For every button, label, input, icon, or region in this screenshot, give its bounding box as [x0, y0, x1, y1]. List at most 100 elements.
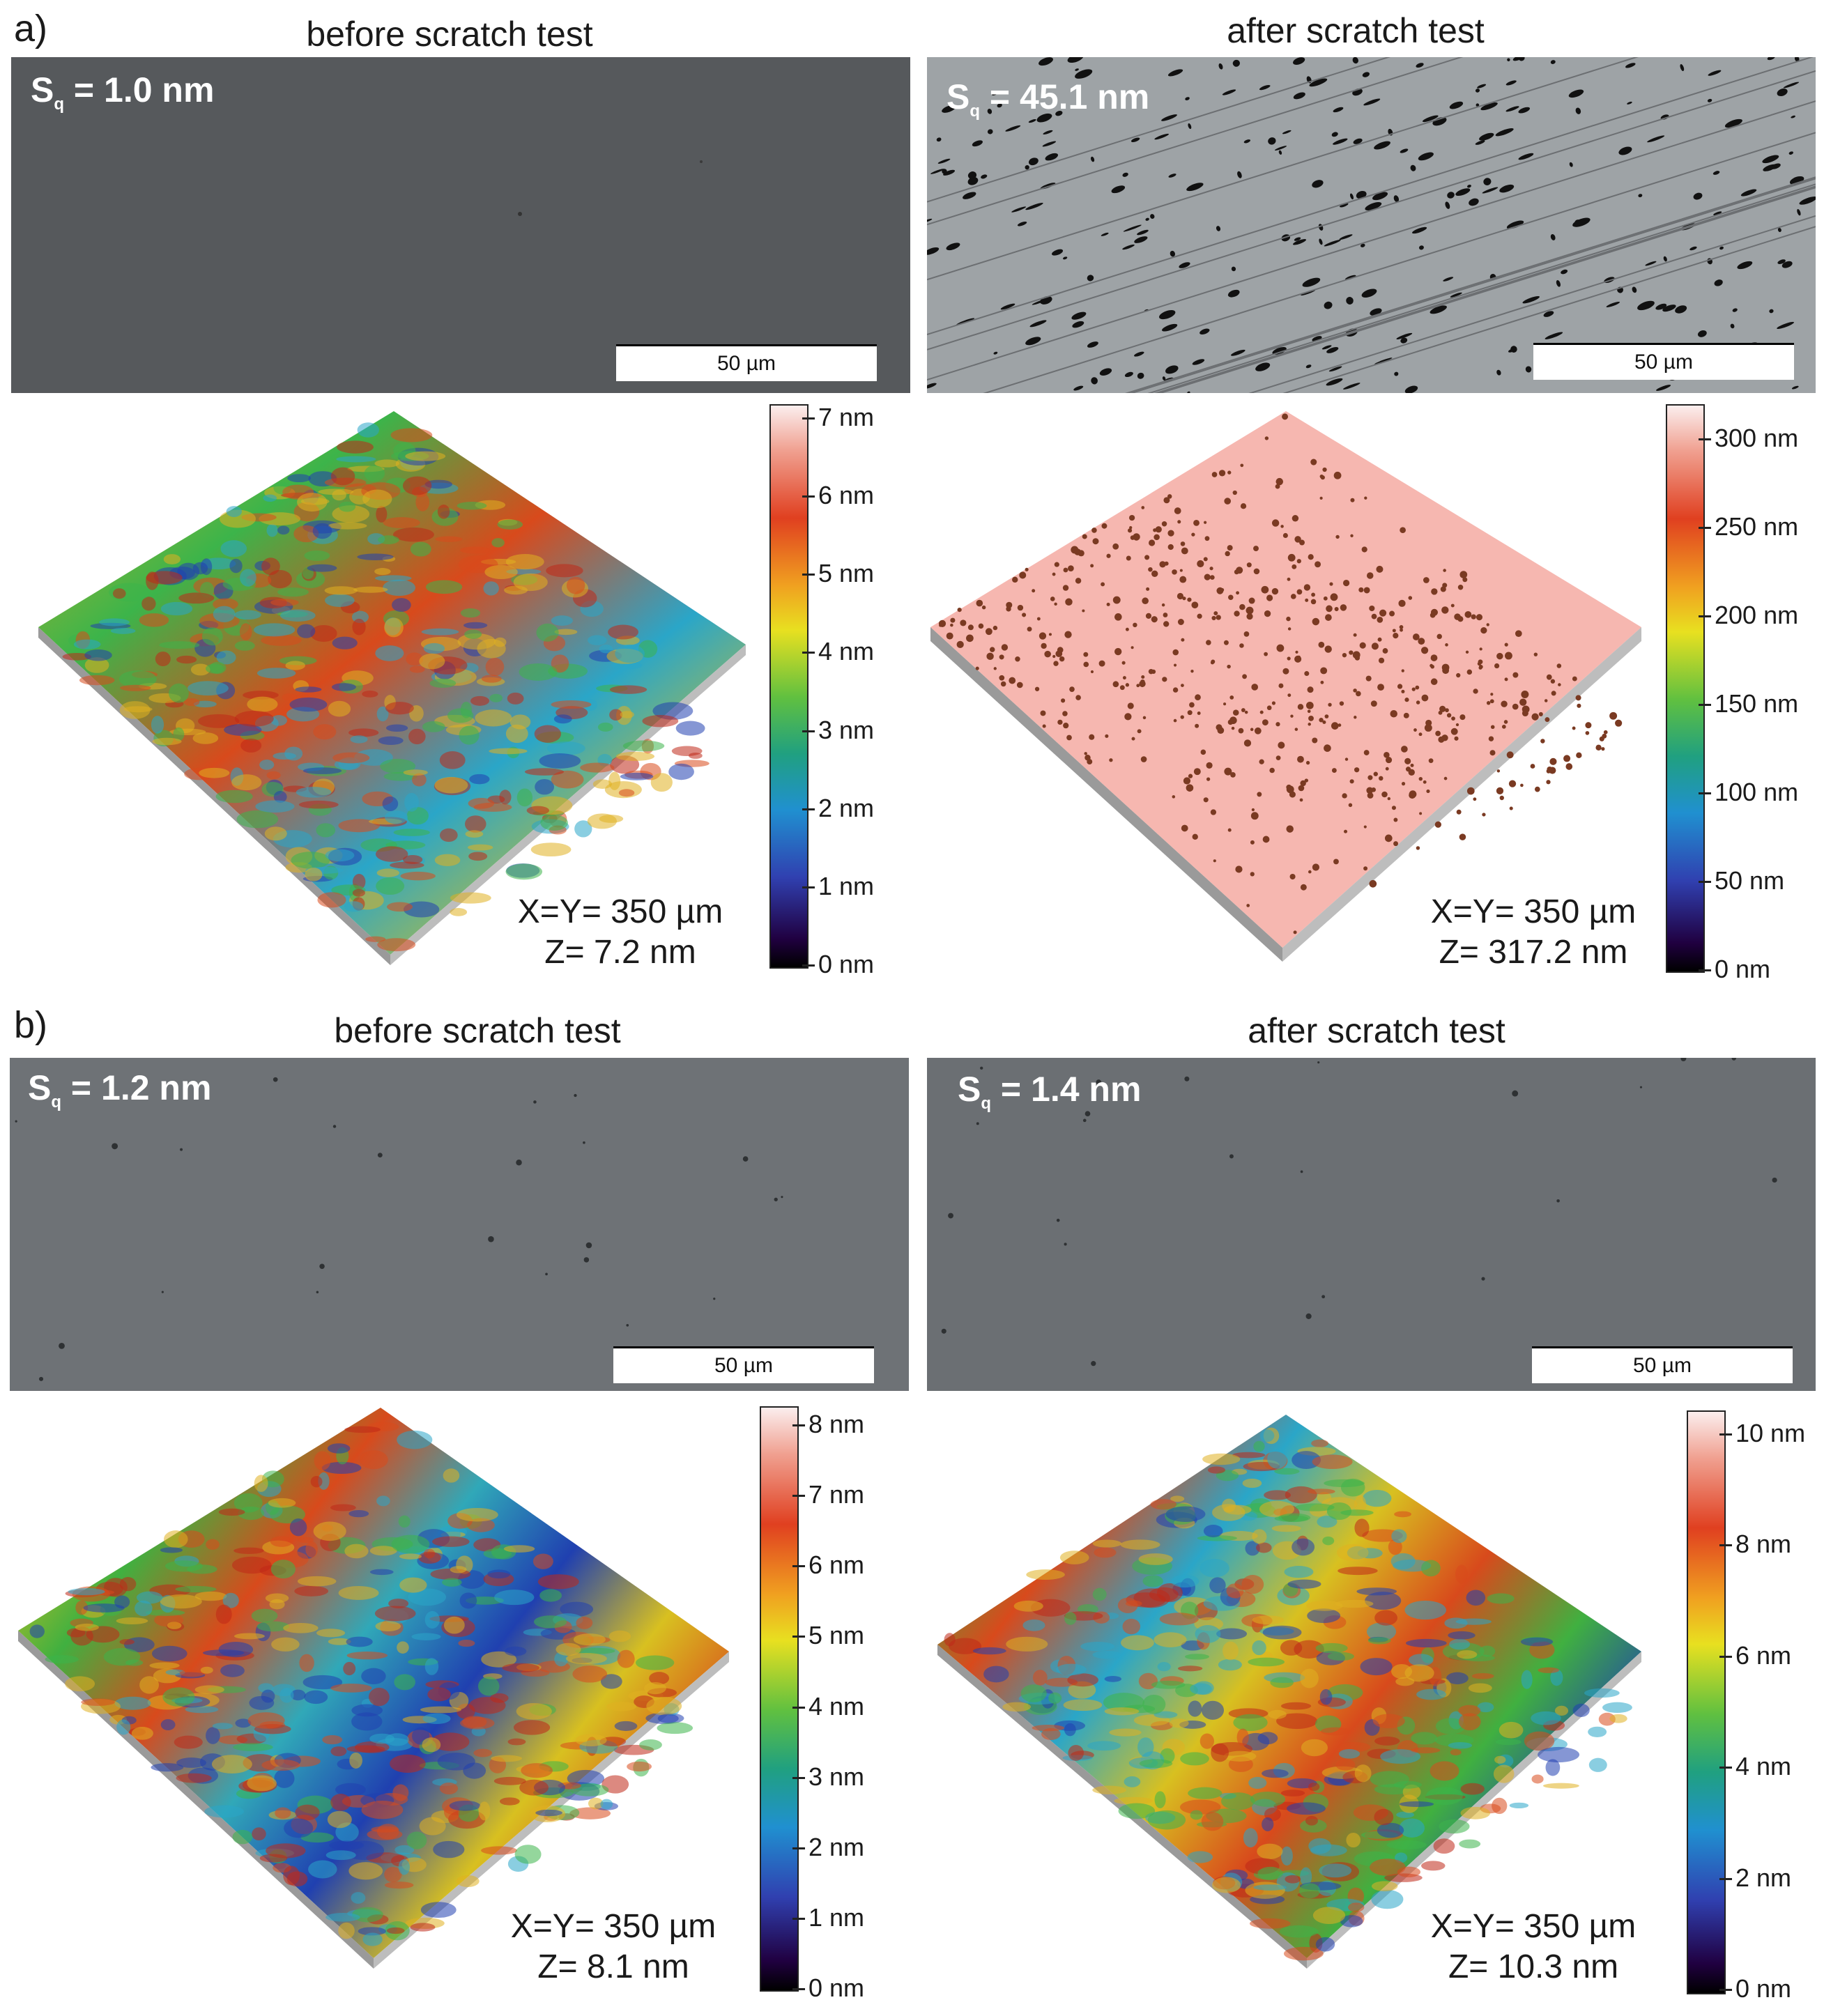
- colorbar-tick-label: 250 nm: [1715, 512, 1799, 541]
- colorbar-tick-label: 4 nm: [818, 637, 875, 666]
- dims-z: Z= 317.2 nm: [1439, 934, 1628, 971]
- colorbar-tick: [1699, 881, 1711, 883]
- panel-b-left-title: before scratch test: [334, 1011, 621, 1050]
- panel-a-left-surface-3d: [38, 411, 746, 965]
- colorbar-tick: [802, 495, 815, 498]
- panel-b-left-dims: X=Y= 350 µm Z= 8.1 nm: [481, 1907, 746, 1987]
- colorbar-tick-label: 4 nm: [808, 1691, 865, 1721]
- panel-a-right-sq: Sq = 45.1 nm: [947, 77, 1150, 121]
- colorbar-tick-label: 6 nm: [818, 481, 875, 510]
- colorbar-tick: [792, 1988, 805, 1990]
- panel-b-left-scale-bar: 50 µm: [613, 1346, 874, 1383]
- colorbar-tick: [802, 574, 815, 576]
- panel-a-left-dims: X=Y= 350 µm Z= 7.2 nm: [488, 892, 753, 973]
- colorbar-tick-label: 3 nm: [818, 715, 875, 744]
- panel-a-left-scale-bar: 50 µm: [616, 344, 877, 381]
- colorbar-tick: [802, 730, 815, 732]
- colorbar-tick-label: 6 nm: [808, 1551, 865, 1580]
- colorbar-tick-label: 3 nm: [808, 1762, 865, 1791]
- colorbar-tick-label: 0 nm: [1715, 955, 1771, 983]
- colorbar-tick-label: 6 nm: [1735, 1640, 1792, 1670]
- panel-b-right-dims: X=Y= 350 µm Z= 10.3 nm: [1401, 1907, 1666, 1987]
- panel-a-right-dims: X=Y= 350 µm Z= 317.2 nm: [1401, 892, 1666, 973]
- micrograph-texture: [941, 1058, 1777, 1375]
- panel-a-left-colorbar: [769, 404, 808, 969]
- colorbar-tick-label: 1 nm: [808, 1902, 865, 1932]
- dims-xy: X=Y= 350 µm: [1430, 893, 1637, 930]
- colorbar-tick-label: 100 nm: [1715, 778, 1799, 806]
- colorbar-tick-label: 300 nm: [1715, 424, 1799, 452]
- micrograph-texture: [15, 1077, 783, 1381]
- colorbar-tick-label: 2 nm: [1735, 1863, 1792, 1892]
- panel-a-right-colorbar: [1666, 404, 1705, 973]
- colorbar-tick-label: 50 nm: [1715, 866, 1785, 895]
- colorbar-tick-label: 5 nm: [818, 559, 875, 588]
- panel-b-right-sq: Sq = 1.4 nm: [958, 1070, 1142, 1113]
- panel-a-left-micrograph: [11, 57, 910, 393]
- colorbar-tick: [792, 1636, 805, 1638]
- colorbar-tick-label: 5 nm: [808, 1621, 865, 1650]
- colorbar-tick-label: 7 nm: [818, 403, 875, 431]
- panel-b-left-colorbar: [760, 1406, 799, 1992]
- colorbar-tick-label: 8 nm: [808, 1410, 865, 1438]
- colorbar-tick: [1719, 1433, 1732, 1436]
- colorbar-tick: [1699, 704, 1711, 706]
- panel-b-left-surface-3d: [18, 1408, 729, 1969]
- micrograph-texture: [518, 160, 703, 216]
- panel-b-right-title: after scratch test: [1248, 1011, 1505, 1050]
- panel-b-right-colorbar: [1687, 1410, 1726, 1994]
- colorbar-tick: [1719, 1989, 1732, 1991]
- panel-b-right-surface-3d: [937, 1415, 1641, 1969]
- panel-b-right-micrograph: [927, 1058, 1816, 1391]
- panel-a-right-title: after scratch test: [1227, 11, 1485, 50]
- dims-z: Z= 10.3 nm: [1448, 1948, 1619, 1985]
- panel-a-letter: a): [14, 8, 48, 49]
- colorbar-tick-label: 2 nm: [818, 793, 875, 822]
- colorbar-tick: [1699, 792, 1711, 794]
- colorbar-tick: [1719, 1767, 1732, 1769]
- colorbar-tick: [792, 1917, 805, 1920]
- panel-a-left-sq: Sq = 1.0 nm: [31, 70, 215, 114]
- panel-b-letter: b): [14, 1004, 48, 1046]
- dims-xy: X=Y= 350 µm: [510, 1908, 716, 1945]
- colorbar-tick-label: 2 nm: [808, 1832, 865, 1861]
- panel-b-right-scale-bar: 50 µm: [1532, 1346, 1793, 1383]
- panel-a-right-scale-bar: 50 µm: [1533, 343, 1794, 380]
- colorbar-tick-label: 10 nm: [1735, 1419, 1806, 1447]
- colorbar-tick-label: 4 nm: [1735, 1752, 1792, 1781]
- panel-a-right-micrograph: [927, 57, 1816, 393]
- colorbar-tick-label: 7 nm: [808, 1480, 865, 1509]
- dims-z: Z= 7.2 nm: [544, 934, 696, 971]
- colorbar-tick: [1699, 438, 1711, 440]
- colorbar-tick: [802, 964, 815, 967]
- colorbar-tick: [792, 1424, 805, 1426]
- colorbar-tick-label: 0 nm: [1735, 1974, 1792, 2003]
- colorbar-tick: [1719, 1544, 1732, 1547]
- panel-b-left-micrograph: [10, 1058, 909, 1391]
- colorbar-tick: [802, 417, 815, 420]
- colorbar-tick: [792, 1565, 805, 1568]
- colorbar-tick-label: 1 nm: [818, 871, 875, 900]
- colorbar-tick-label: 200 nm: [1715, 601, 1799, 629]
- colorbar-tick: [792, 1776, 805, 1779]
- colorbar-tick: [802, 808, 815, 810]
- colorbar-tick-label: 0 nm: [818, 950, 875, 978]
- dims-xy: X=Y= 350 µm: [517, 893, 723, 930]
- colorbar-tick: [802, 886, 815, 888]
- colorbar-tick: [792, 1706, 805, 1709]
- colorbar-tick: [1719, 1655, 1732, 1658]
- colorbar-tick-label: 8 nm: [1735, 1530, 1792, 1559]
- panel-a-left-title: before scratch test: [306, 15, 593, 54]
- colorbar-tick-label: 0 nm: [808, 1973, 865, 2002]
- dims-z: Z= 8.1 nm: [537, 1948, 689, 1985]
- colorbar-tick: [1699, 615, 1711, 617]
- colorbar-tick-label: 150 nm: [1715, 689, 1799, 718]
- colorbar-tick: [792, 1847, 805, 1849]
- dims-xy: X=Y= 350 µm: [1430, 1908, 1637, 1945]
- colorbar-tick: [1699, 969, 1711, 971]
- panel-b-left-sq: Sq = 1.2 nm: [28, 1068, 212, 1111]
- colorbar-tick: [802, 652, 815, 654]
- colorbar-tick: [1699, 527, 1711, 529]
- panel-a-right-surface-3d: [930, 411, 1641, 962]
- colorbar-tick: [1719, 1877, 1732, 1880]
